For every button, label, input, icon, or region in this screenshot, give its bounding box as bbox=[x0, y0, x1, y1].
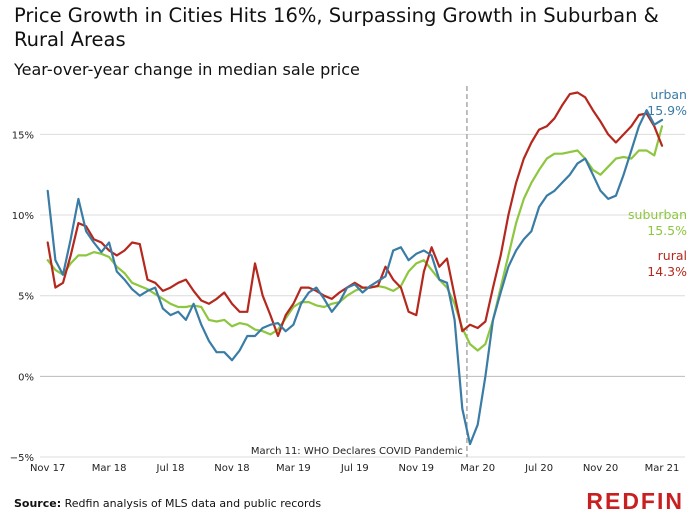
source-label: Source: bbox=[14, 497, 62, 510]
urban-series-name: urban bbox=[650, 87, 687, 102]
y-tick-label: 0% bbox=[18, 372, 34, 383]
x-axis-ticks: Nov 17 Mar 18 Jul 18 Nov 18 Mar 19 Jul 19 Nov … bbox=[30, 463, 679, 474]
source-note: Source: Redfin analysis of MLS data and … bbox=[14, 497, 321, 510]
series-lines bbox=[46, 91, 664, 446]
x-tick-label: Jul 19 bbox=[340, 463, 369, 474]
y-axis-ticks: −5% 0% 5% 10% 15% bbox=[10, 130, 34, 464]
y-tick-label: 5% bbox=[18, 292, 34, 303]
x-tick-label: Nov 20 bbox=[583, 463, 618, 474]
suburban-end-value: 15.5% bbox=[647, 223, 687, 238]
urban-end-value: 15.9% bbox=[647, 103, 687, 118]
x-tick-label: Mar 19 bbox=[276, 463, 311, 474]
rural-line bbox=[46, 91, 664, 338]
x-tick-label: Nov 18 bbox=[214, 463, 249, 474]
urban-line bbox=[46, 109, 664, 446]
x-tick-label: Mar 18 bbox=[92, 463, 127, 474]
chart-subtitle: Year-over-year change in median sale pri… bbox=[14, 60, 360, 79]
x-tick-label: Jul 18 bbox=[156, 463, 185, 474]
x-tick-label: Nov 17 bbox=[30, 463, 65, 474]
x-tick-label: Nov 19 bbox=[399, 463, 434, 474]
rural-series-name: rural bbox=[658, 248, 687, 263]
suburban-series-name: suburban bbox=[628, 207, 687, 222]
pandemic-annotation: March 11: WHO Declares COVID Pandemic bbox=[251, 446, 463, 457]
y-tick-label: 15% bbox=[12, 130, 34, 141]
y-tick-label: 10% bbox=[12, 211, 34, 222]
grid-lines bbox=[40, 133, 685, 458]
suburban-line bbox=[46, 125, 664, 352]
x-tick-label: Mar 21 bbox=[645, 463, 680, 474]
x-tick-label: Mar 20 bbox=[460, 463, 495, 474]
rural-end-value: 14.3% bbox=[647, 264, 687, 279]
chart-title: Price Growth in Cities Hits 16%, Surpass… bbox=[14, 4, 659, 51]
y-tick-label: −5% bbox=[10, 453, 34, 464]
source-text: Redfin analysis of MLS data and public r… bbox=[64, 497, 322, 510]
redfin-logo: REDFIN bbox=[586, 488, 684, 514]
x-tick-label: Jul 20 bbox=[524, 463, 553, 474]
